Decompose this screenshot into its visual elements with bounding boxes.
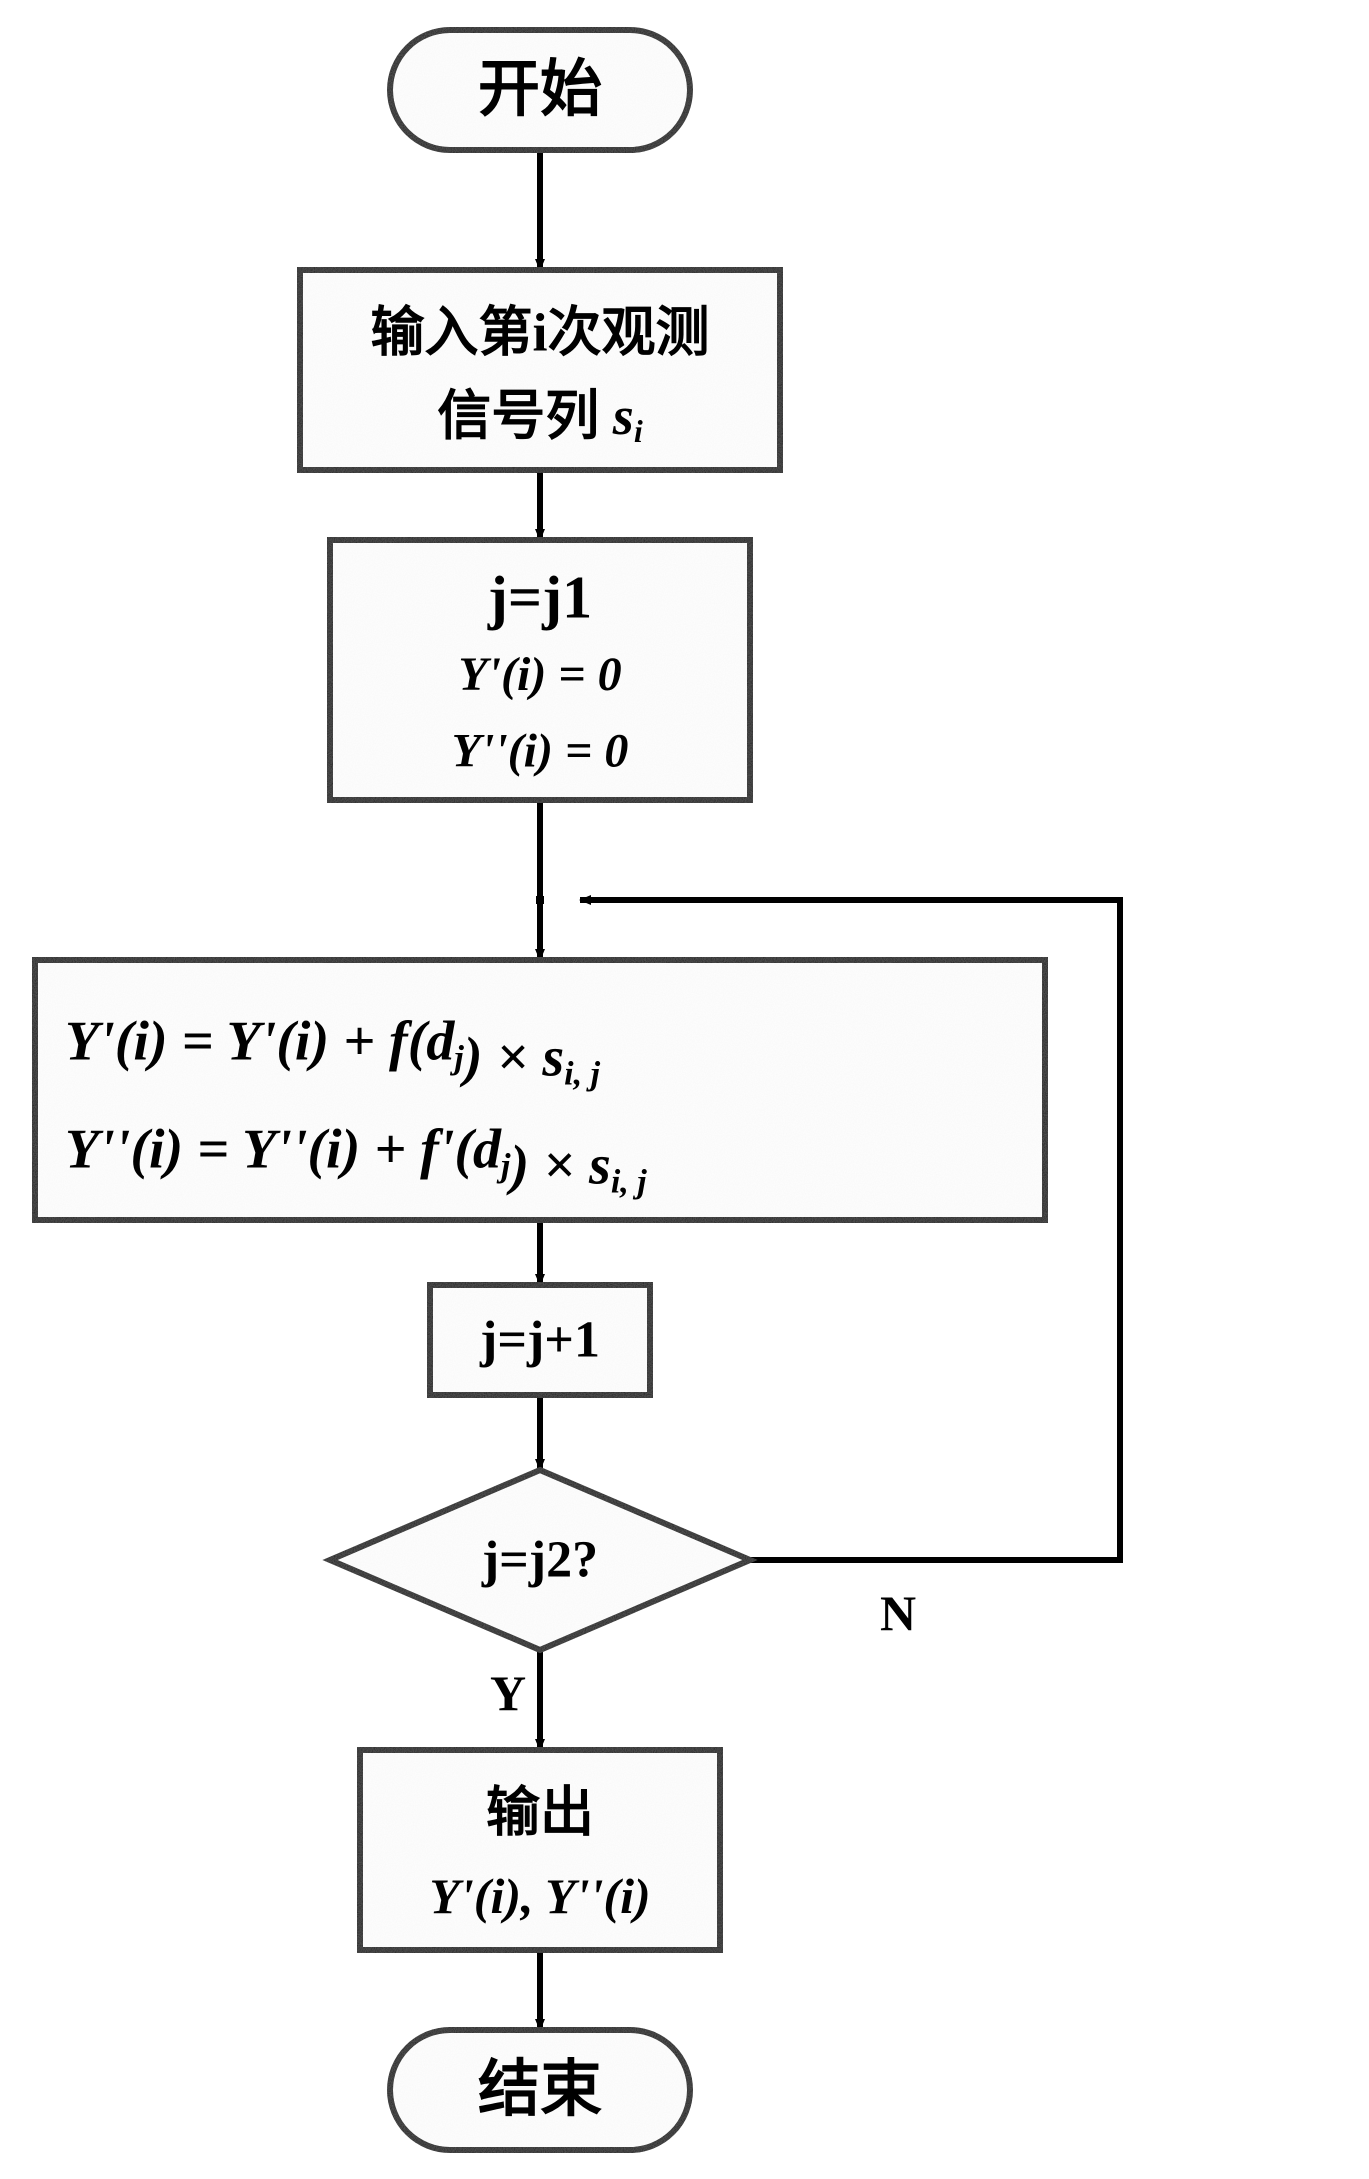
edge-label: N [880, 1585, 916, 1641]
math-line: 输出 [486, 1783, 594, 1843]
math-line: Y'(i) = 0 [458, 647, 621, 700]
terminator-label: 开始 [478, 55, 602, 124]
edge-label: Y [490, 1665, 526, 1721]
math-line: Y''(i) = 0 [452, 724, 629, 777]
terminator-label: 结束 [478, 2056, 602, 2124]
math-line: 信号列 si [437, 386, 643, 449]
merge-point [536, 896, 544, 904]
math-line: j=j1 [487, 564, 592, 630]
decision-label: j=j2? [481, 1532, 598, 1589]
process-label: j=j+1 [479, 1312, 600, 1369]
math-line: 输入第i次观测 [370, 303, 709, 363]
math-line: Y'(i), Y''(i) [429, 1868, 650, 1924]
